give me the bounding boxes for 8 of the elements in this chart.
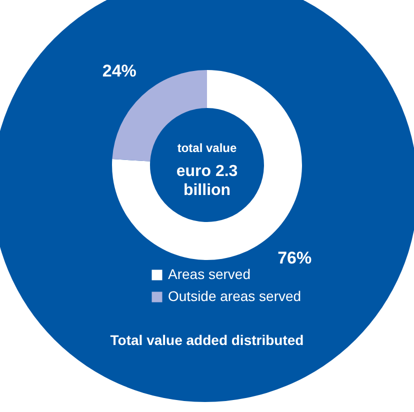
text: Total value added distributed [110, 332, 304, 348]
text: euro 2.3 [176, 163, 238, 180]
text: billion [183, 182, 231, 199]
text: total value [177, 141, 237, 155]
legend-label: Areas served [168, 266, 250, 282]
legend-label: Outside areas served [168, 288, 302, 304]
data-label: 76% [278, 248, 312, 268]
data-label: 24% [102, 62, 136, 81]
